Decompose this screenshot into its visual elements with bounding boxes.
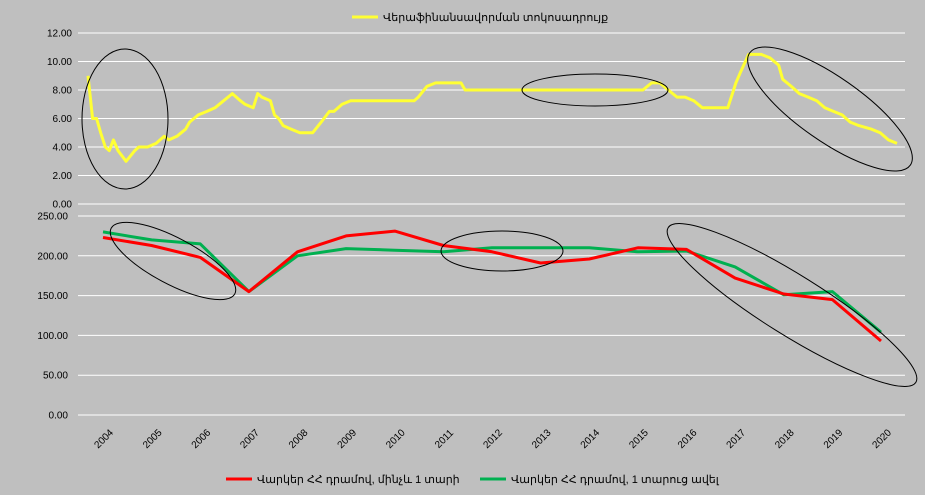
x-tick-label: 2004 — [92, 427, 116, 451]
x-tick-label: 2007 — [238, 427, 262, 451]
annotation-ellipse-2016-2020 — [666, 223, 918, 387]
top-y-tick-label: 2.00 — [53, 171, 73, 182]
top-y-tick-label: 12.00 — [47, 29, 72, 40]
top-y-tick-label: 4.00 — [53, 143, 73, 154]
bottom-annotations — [109, 221, 918, 387]
top-gridlines — [78, 32, 905, 205]
x-tick-label: 2017 — [725, 427, 749, 451]
annotation-ellipse-2004-2006 — [109, 221, 237, 301]
series-line-refinancing — [86, 52, 898, 163]
top-y-tick-label: 10.00 — [47, 57, 72, 68]
top-legend: Վերաֆինանսավորման տոկոսադրույք — [352, 12, 608, 24]
top-y-tick-label: 6.00 — [53, 114, 73, 125]
bottom-legend: Վարկեր ՀՀ դրամով, մինչև 1 տարի Վարկեր ՀՀ… — [226, 474, 720, 486]
annotation-ellipse-2011-2013 — [440, 230, 564, 272]
bottom-y-axis: 250.00 200.00 150.00 100.00 50.00 0.00 — [37, 212, 68, 422]
series-line-loans-long — [102, 230, 882, 334]
annotation-ellipse-2004 — [81, 48, 169, 190]
x-tick-label: 2010 — [384, 427, 408, 451]
x-tick-label: 2019 — [822, 427, 846, 451]
top-legend-label: Վերաֆինանսավորման տոկոսադրույք — [383, 12, 608, 24]
bottom-y-tick-label: 50.00 — [43, 371, 68, 382]
x-tick-label: 2018 — [773, 427, 797, 451]
x-tick-label: 2013 — [530, 427, 554, 451]
x-tick-label: 2016 — [676, 427, 700, 451]
legend-label-loans-long: Վարկեր ՀՀ դրամով, 1 տարուց ավել — [511, 474, 720, 486]
bottom-y-tick-label: 250.00 — [37, 212, 68, 223]
top-annotations — [81, 46, 913, 190]
top-y-tick-label: 0.00 — [53, 200, 73, 211]
bottom-x-axis: 2004 2005 2006 2007 2008 2009 2010 2011 2012 2013… — [92, 427, 894, 451]
annotation-ellipse-2017-2020 — [747, 46, 913, 172]
bottom-y-tick-label: 100.00 — [37, 331, 68, 342]
x-tick-label: 2009 — [336, 427, 360, 451]
x-tick-label: 2020 — [870, 427, 894, 451]
x-tick-label: 2005 — [141, 427, 165, 451]
top-y-axis: 12.00 10.00 8.00 6.00 4.00 2.00 0.00 — [47, 29, 72, 211]
legend-label-loans-short: Վարկեր ՀՀ դրամով, մինչև 1 տարի — [257, 474, 460, 486]
bottom-y-tick-label: 200.00 — [37, 251, 68, 262]
bottom-y-tick-label: 150.00 — [37, 291, 68, 302]
top-y-tick-label: 8.00 — [53, 86, 73, 97]
x-tick-label: 2008 — [287, 427, 311, 451]
x-tick-label: 2011 — [433, 427, 456, 450]
x-tick-label: 2006 — [190, 427, 214, 451]
x-tick-label: 2012 — [481, 427, 505, 451]
top-chart: Վերաֆինանսավորման տոկոսադրույք 12.00 10.0… — [47, 12, 913, 211]
x-tick-label: 2014 — [579, 427, 603, 451]
x-tick-label: 2015 — [627, 427, 651, 451]
annotation-ellipse-2012-2015 — [521, 73, 669, 107]
bottom-y-tick-label: 0.00 — [49, 411, 69, 422]
